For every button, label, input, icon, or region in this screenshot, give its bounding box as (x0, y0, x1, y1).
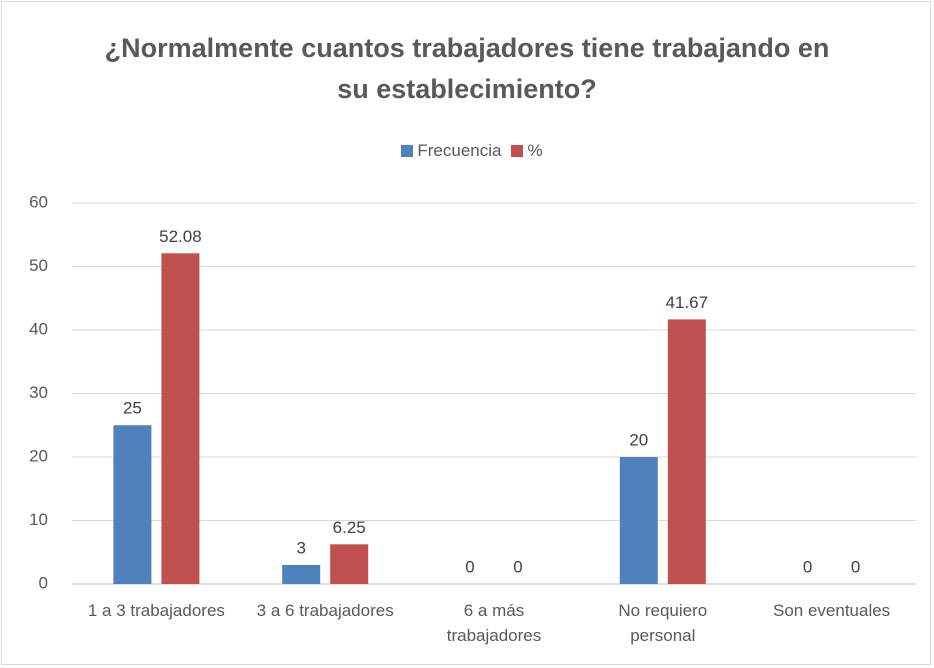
data-label: 25 (123, 399, 142, 418)
y-tick-label: 0 (39, 573, 48, 592)
bar (161, 253, 200, 585)
data-label: 0 (465, 557, 474, 576)
y-tick-label: 60 (29, 192, 48, 211)
bar (667, 319, 706, 584)
data-label: 0 (851, 557, 860, 576)
x-tick-label: 3 a 6 trabajadores (256, 601, 394, 620)
y-tick-label: 50 (29, 256, 48, 275)
data-label: 0 (513, 557, 522, 576)
x-tick-label: 1 a 3 trabajadores (87, 601, 225, 620)
bar (113, 425, 152, 584)
data-label: 41.67 (666, 293, 709, 312)
bar (282, 564, 321, 584)
data-label: 6.25 (333, 518, 366, 537)
bar (330, 544, 369, 584)
bar (619, 457, 658, 584)
legend-label: % (527, 141, 543, 160)
y-tick-label: 10 (29, 510, 48, 529)
data-label: 20 (629, 430, 648, 449)
y-tick-label: 30 (29, 383, 48, 402)
x-tick-label: Son eventuales (772, 601, 891, 620)
chart-title: ¿Normalmente cuantos trabajadores tiene … (104, 33, 830, 104)
legend-swatch (401, 145, 414, 157)
legend-label: Frecuencia (417, 141, 502, 160)
x-tick-label: No requiero personal (618, 601, 708, 645)
data-label: 0 (803, 557, 812, 576)
y-tick-label: 40 (29, 319, 48, 338)
data-label: 3 (296, 538, 305, 557)
x-tick-label: 6 a más trabajadores (446, 601, 542, 645)
y-tick-label: 20 (29, 446, 48, 465)
data-label: 52.08 (159, 227, 202, 246)
legend: Frecuencia% (0, 141, 934, 161)
legend-swatch (511, 145, 524, 157)
